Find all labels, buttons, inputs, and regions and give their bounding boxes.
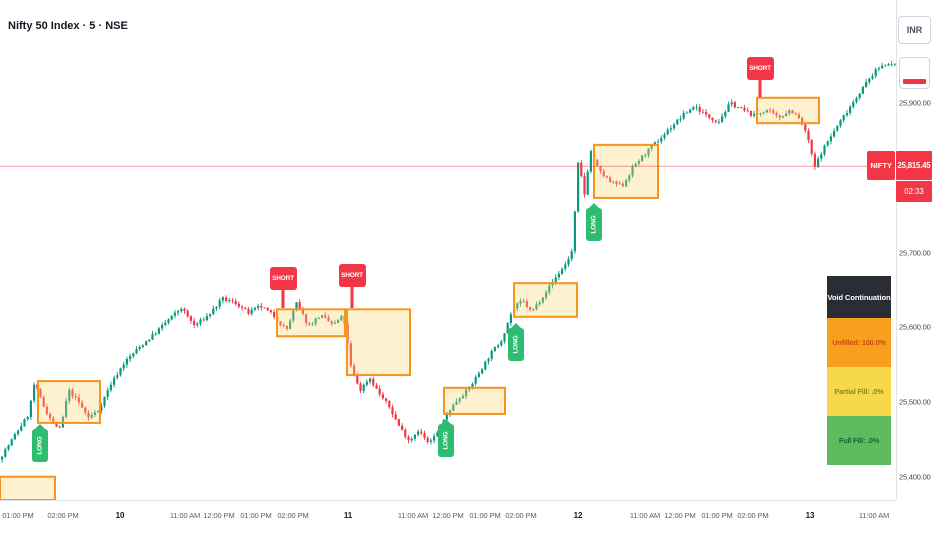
price-tick-label: 25,500.00 xyxy=(899,397,931,407)
void-zone-box[interactable] xyxy=(276,308,346,338)
price-chart[interactable] xyxy=(0,0,896,500)
time-tick-label: 01:00 PM xyxy=(2,511,34,520)
label-stem xyxy=(758,80,762,97)
void-zone-box[interactable] xyxy=(346,308,411,377)
legend-title: Void Continuation xyxy=(827,276,891,318)
time-tick-label: 02:00 PM xyxy=(47,511,79,520)
time-axis[interactable]: 01:00 PM 02:00 PM 10 11:00 AM 12:00 PM 01:00 … xyxy=(0,500,932,550)
axis-corner xyxy=(896,500,932,550)
time-tick-label: 11:00 AM xyxy=(858,511,890,520)
time-tick-day-label: 12 xyxy=(573,511,583,520)
time-tick-label: 02:00 PM xyxy=(737,511,769,520)
long-trade-label[interactable]: LONG xyxy=(438,419,454,457)
symbol-title[interactable]: Nifty 50 Index · 5 · NSE xyxy=(8,20,128,32)
time-tick-label: 12:00 PM xyxy=(664,511,696,520)
time-tick-day-label: 10 xyxy=(115,511,125,520)
time-tick-label: 01:00 PM xyxy=(701,511,733,520)
time-tick-label: 11:00 AM xyxy=(169,511,201,520)
time-tick-day-label: 13 xyxy=(805,511,815,520)
short-trade-label[interactable]: SHORT xyxy=(269,267,297,308)
price-axis[interactable]: INR 25,900.00 25,700.00 25,600.00 25,500.00… xyxy=(896,0,932,500)
time-tick-label: 02:00 PM xyxy=(277,511,309,520)
price-tick-label: 25,600.00 xyxy=(899,322,931,332)
price-flag-countdown: 02:33 xyxy=(896,181,932,203)
price-tick-label: 25,900.00 xyxy=(899,98,931,108)
price-tick-label: 25,400.00 xyxy=(899,472,931,482)
time-tick-label: 01:00 PM xyxy=(240,511,272,520)
legend-row: Partial Fill: .0% xyxy=(827,367,891,416)
time-tick-label: 11:00 AM xyxy=(629,511,661,520)
price-flag-value: 25,815.45 xyxy=(896,151,932,181)
legend-row: Unfilled: 100.0% xyxy=(827,318,891,367)
label-tip xyxy=(511,323,521,328)
time-tick-label: 12:00 PM xyxy=(203,511,235,520)
void-zone-box[interactable] xyxy=(0,475,56,500)
label-tip xyxy=(589,203,599,208)
long-trade-label[interactable]: LONG xyxy=(32,424,48,462)
currency-button[interactable]: INR xyxy=(898,16,931,44)
void-zone-box[interactable] xyxy=(756,96,820,125)
void-continuation-legend: Void Continuation Unfilled: 100.0% Partia… xyxy=(827,276,891,465)
label-stem xyxy=(281,290,285,308)
short-trade-label[interactable]: SHORT xyxy=(746,57,774,97)
price-tick-label: 25,700.00 xyxy=(899,248,931,257)
time-tick-label: 12:00 PM xyxy=(432,511,464,520)
void-zone-box[interactable] xyxy=(37,380,101,424)
short-trade-label[interactable]: SHORT xyxy=(338,264,366,308)
label-stem xyxy=(350,287,354,308)
axis-marker-box xyxy=(899,57,930,89)
long-trade-label[interactable]: LONG xyxy=(586,203,602,241)
long-trade-label[interactable]: LONG xyxy=(508,323,524,361)
label-tip xyxy=(35,424,45,429)
label-tip xyxy=(441,419,451,424)
void-zone-box[interactable] xyxy=(593,143,659,199)
time-tick-label: 02:00 PM xyxy=(505,511,537,520)
time-tick-label: 11:00 AM xyxy=(397,511,429,520)
legend-row: Full Fill: .0% xyxy=(827,416,891,465)
last-price-flag: NIFTY 25,815.45 02:33 xyxy=(867,151,932,203)
price-flag-symbol: NIFTY xyxy=(867,151,895,181)
time-tick-label: 01:00 PM xyxy=(469,511,501,520)
void-zone-box[interactable] xyxy=(443,386,506,415)
axis-marker-underline xyxy=(903,79,926,84)
void-zone-box[interactable] xyxy=(513,282,578,318)
time-tick-day-label: 11 xyxy=(343,511,353,520)
